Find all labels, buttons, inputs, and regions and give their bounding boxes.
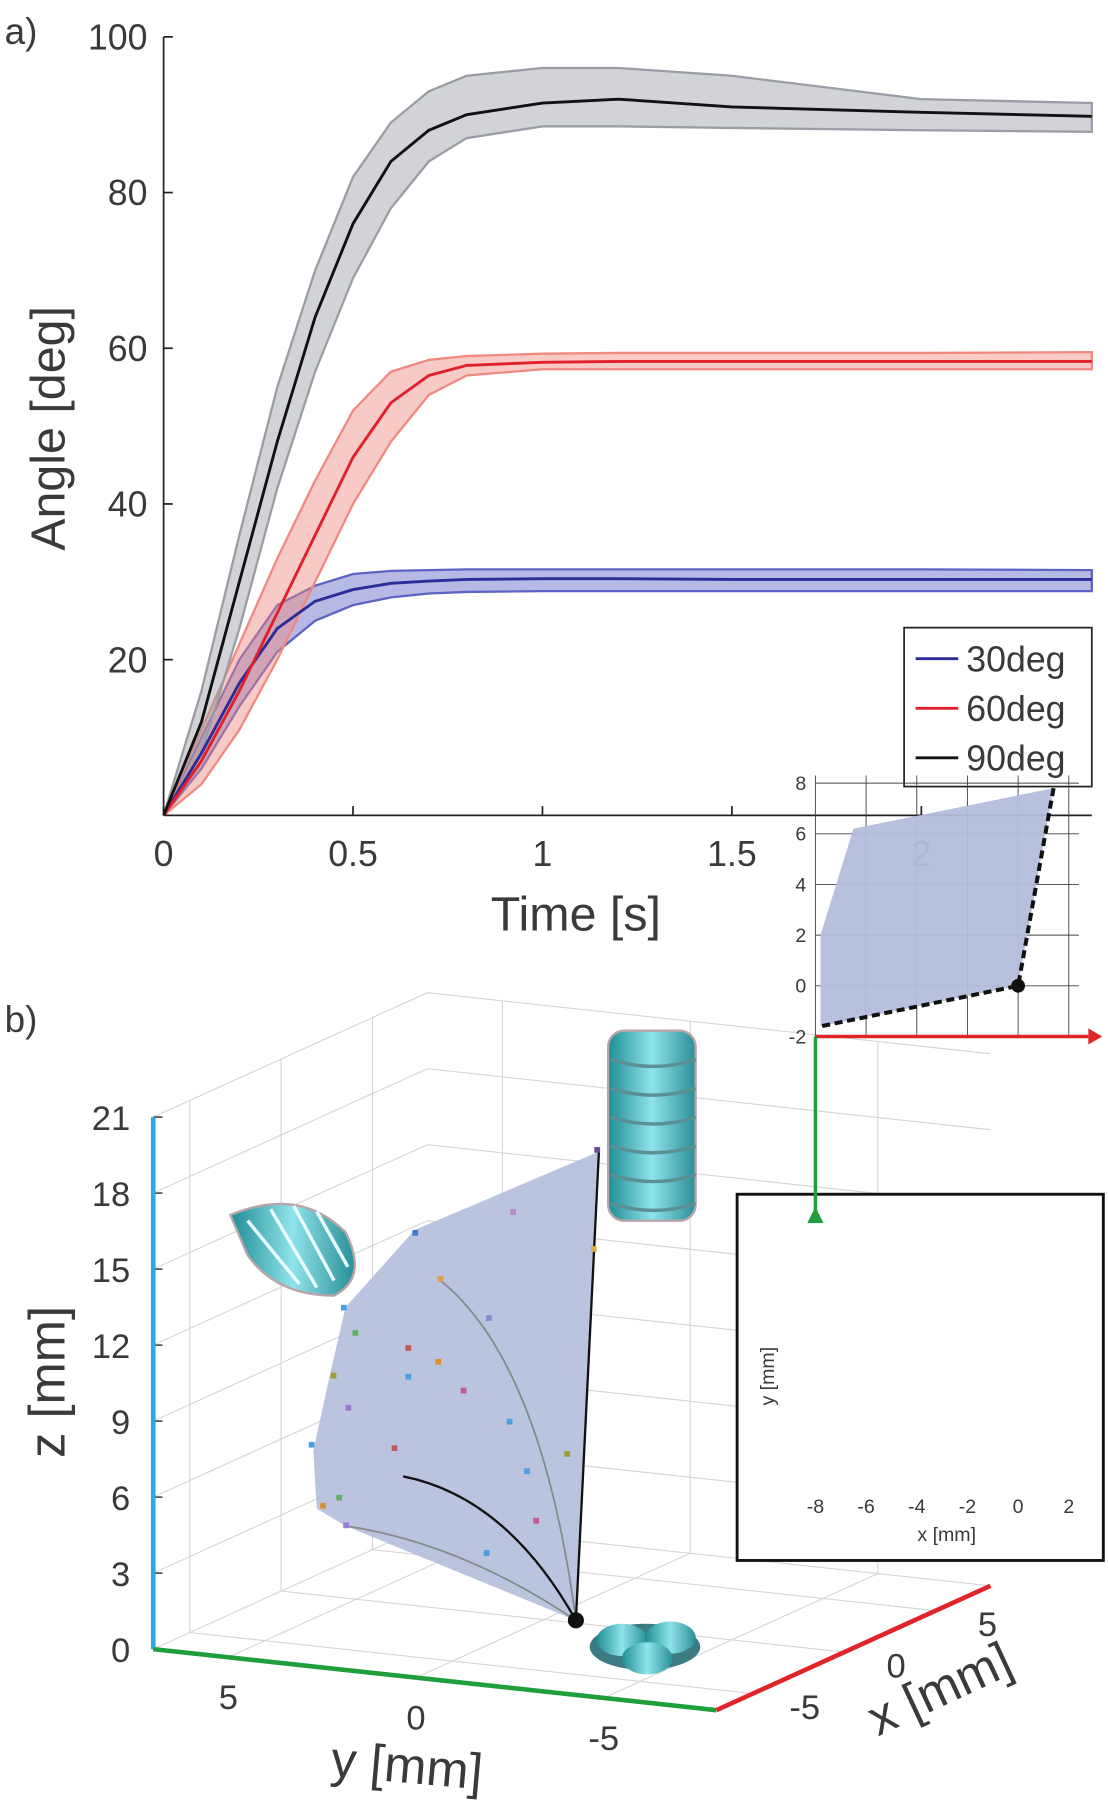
grid-line [189,1631,753,1695]
x-tick-label: 0 [1013,1496,1024,1518]
legend-label: 60deg [966,689,1065,729]
base-point [1011,978,1026,993]
x-axis [715,1583,992,1713]
z-tick-label: 18 [92,1176,130,1214]
x-tick-label: -8 [807,1496,825,1518]
axes: b) 0 3 6 9 12 15 18 21 5 0 -5 -5 0 5 z [mm] y [mm] x [mm] [5,999,1021,1800]
x-tick-label: -5 [789,1689,820,1727]
y-tick-label: 0 [406,1699,425,1737]
x-axis-label: Time [s] [491,888,661,942]
x-axis-label: x [mm] [917,1524,976,1546]
y-tick-label: 6 [795,824,806,846]
trajectory [574,1151,601,1621]
inset: -8 -6 -4 -2 0 2 -2 0 2 4 6 8 x [mm] y [mm] [735,773,1105,1562]
z-tick-label: 15 [92,1252,130,1290]
x-tick-label: 0 [154,834,174,874]
trajectory [345,1525,577,1622]
actuator-straight [606,1029,697,1222]
series-line [162,360,1092,817]
series-line [162,97,1092,816]
x-axis-label: x [mm] [858,1631,1020,1747]
markers [308,1147,601,1556]
y-axis-label: Angle [deg] [22,306,76,551]
arrow [807,1206,824,1224]
legend-label: 90deg [966,738,1065,778]
grid-line [152,1068,428,1194]
inset-frame [735,1192,1105,1562]
confidence-band [162,66,1093,816]
y-tick-label: 2 [795,925,806,947]
grid-line [427,1068,991,1131]
reach-boundary [820,787,1056,1029]
y-axis-label: y [mm] [329,1730,485,1800]
y-tick-label: 5 [219,1679,238,1717]
workspace-projection [820,788,1054,1027]
trajectory [437,1277,577,1621]
grid-line [415,1552,691,1679]
panel-label: a) [5,11,38,52]
workspace [228,1029,701,1675]
x-tick-label: -4 [908,1496,926,1518]
y-tick-label: 100 [88,18,148,58]
y-axis-label: y [mm] [757,1347,779,1406]
x-tick-label: 1.5 [707,834,757,874]
y-tick-label: 40 [108,485,148,525]
y-tick-label: 60 [108,329,148,369]
x-tick-label: 5 [978,1606,997,1644]
y-tick-label: 0 [795,976,806,998]
actuator-base [589,1621,701,1675]
z-tick-label: 0 [111,1632,130,1670]
x-tick-label: 0.5 [328,834,378,874]
x-tick-label: -2 [959,1496,976,1518]
y-tick-label: 4 [795,874,806,896]
grid-line [152,1524,428,1650]
arrow [1088,1028,1103,1045]
x-tick-label: 0 [887,1647,906,1685]
z-tick-label: 9 [111,1404,130,1442]
z-axis-label: z [mm] [19,1306,76,1458]
base-point [567,1612,584,1629]
y-tick-label: -2 [789,1026,806,1048]
z-tick-label: 6 [111,1480,130,1518]
grid-line [281,1590,845,1653]
y-axis [152,1646,717,1713]
panel-label: b) [5,999,38,1040]
grid-line [427,992,991,1055]
z-tick-label: 21 [92,1100,130,1138]
y-tick-label: -5 [588,1720,619,1758]
x-tick-label: 1 [533,834,553,874]
x-tick-label: 2 [1063,1496,1074,1518]
y-tick-label: 80 [108,173,148,213]
trajectory [402,1475,577,1621]
y-tick-label: 20 [108,640,148,680]
grid-line [152,992,428,1118]
series-line [162,577,1092,817]
legend-label: 30deg [966,639,1065,679]
grid-line [603,1573,879,1699]
y-tick-label: 8 [795,773,806,795]
workspace-surface [313,1151,599,1621]
z-tick-label: 3 [111,1556,130,1594]
x-tick-label: -6 [857,1496,875,1518]
actuator-bent [228,1202,356,1297]
z-tick-label: 12 [92,1328,130,1366]
